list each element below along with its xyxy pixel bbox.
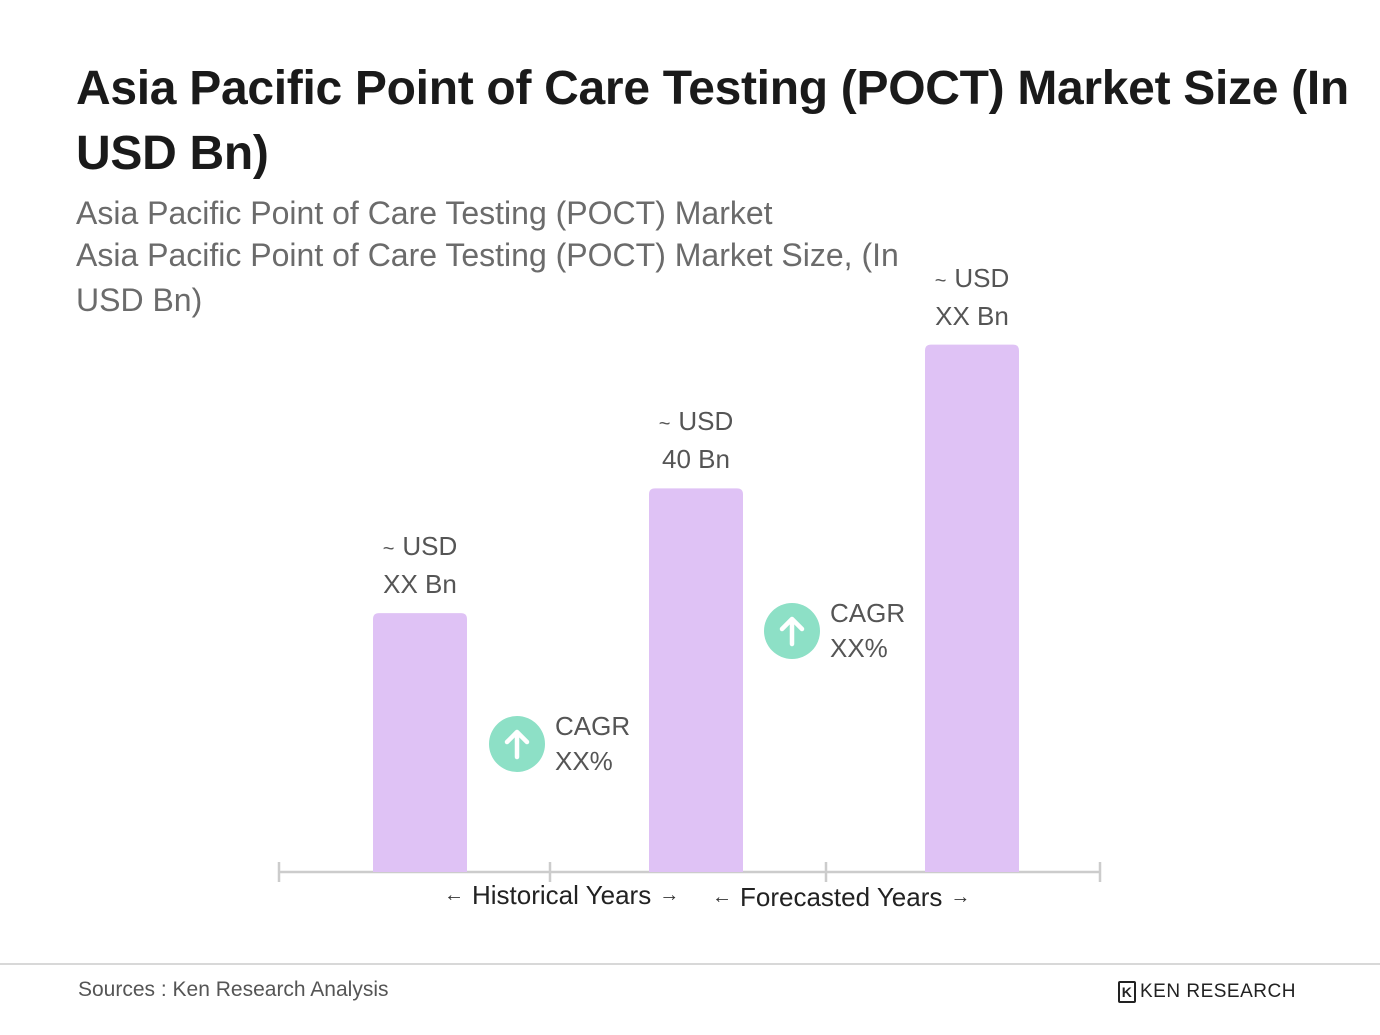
arrow-right-icon: → — [659, 884, 680, 906]
subtitle-line-2: Asia Pacific Point of Care Testing (POCT… — [76, 237, 899, 318]
arrow-up-icon — [764, 603, 820, 659]
chart-title: Asia Pacific Point of Care Testing (POCT… — [76, 62, 1349, 180]
bar-value-label: ~ USD XX Bn — [340, 529, 500, 602]
cagr-annotation: CAGR XX% — [489, 709, 630, 779]
bar — [649, 488, 743, 872]
value-label-line-1: USD — [954, 262, 1010, 293]
chart-subtitle: Asia Pacific Point of Care Testing (POCT… — [76, 193, 936, 323]
value-label-line-1: USD — [678, 406, 734, 437]
tilde-prefix: ~ — [934, 269, 947, 292]
source-note: Sources : Ken Research Analysis — [78, 978, 389, 1001]
bar-value-label: ~ USD 40 Bn — [616, 404, 776, 477]
value-label-line-2: XX Bn — [935, 300, 1009, 331]
ken-research-logo-icon: K — [1118, 981, 1136, 1003]
cagr-value: XX% — [555, 746, 613, 776]
brand-logo: K KEN RESEARCH — [1118, 981, 1296, 1003]
bar-value-label: ~ USD XX Bn — [892, 261, 1052, 334]
cagr-value: XX% — [830, 633, 888, 663]
value-label-line-2: XX Bn — [383, 569, 457, 600]
tilde-prefix: ~ — [658, 413, 671, 436]
bar — [925, 344, 1019, 872]
period-historical: ← Historical Years → — [436, 880, 687, 911]
arrow-right-icon: → — [950, 886, 971, 908]
period-forecasted-label: Forecasted Years — [740, 882, 943, 912]
period-historical-label: Historical Years — [472, 880, 652, 910]
arrow-left-icon: ← — [444, 884, 464, 906]
arrow-left-icon: ← — [712, 886, 732, 908]
subtitle-line-1: Asia Pacific Point of Care Testing (POCT… — [76, 195, 773, 231]
value-label-line-1: USD — [402, 531, 458, 562]
footer-divider — [0, 963, 1380, 965]
tilde-prefix: ~ — [382, 538, 395, 561]
arrow-up-icon — [489, 716, 545, 772]
cagr-label: CAGR — [830, 598, 906, 628]
cagr-annotation: CAGR XX% — [764, 596, 905, 666]
bar — [373, 613, 467, 872]
period-forecasted: ← Forecasted Years → — [704, 882, 978, 913]
brand-name: KEN RESEARCH — [1140, 981, 1296, 1002]
value-label-line-2: 40 Bn — [662, 444, 730, 475]
cagr-label: CAGR — [555, 711, 631, 741]
